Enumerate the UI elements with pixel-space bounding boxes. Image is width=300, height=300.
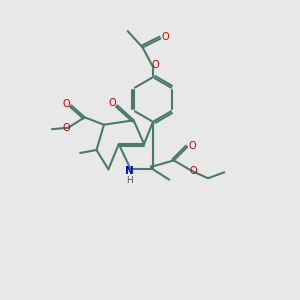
Text: O: O (188, 140, 196, 151)
Text: O: O (190, 166, 197, 176)
Text: N: N (125, 166, 134, 176)
Text: O: O (62, 99, 70, 109)
Text: O: O (151, 60, 159, 70)
Text: O: O (62, 123, 70, 133)
Text: O: O (162, 32, 169, 42)
Text: H: H (126, 176, 133, 185)
Text: O: O (108, 98, 116, 108)
